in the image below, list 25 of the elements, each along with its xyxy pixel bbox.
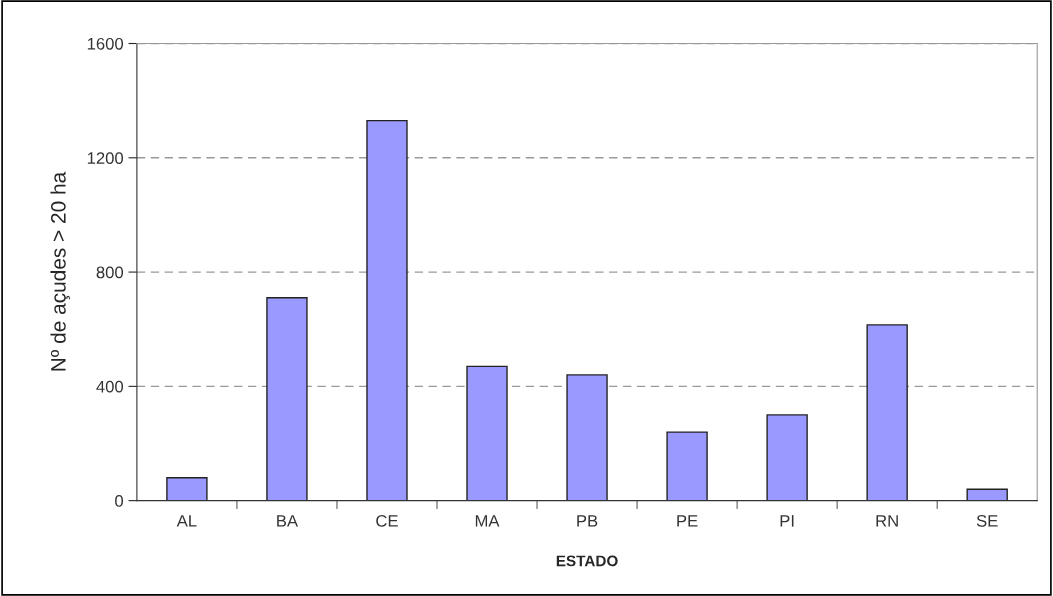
bar bbox=[266, 297, 308, 501]
bar bbox=[566, 374, 608, 501]
y-tick-label: 800 bbox=[96, 266, 124, 279]
bar bbox=[966, 488, 1008, 501]
x-tick-label: AL bbox=[176, 515, 197, 527]
y-axis-title: Nº de açudes > 20 ha bbox=[50, 171, 70, 371]
y-tick-label: 400 bbox=[96, 380, 124, 393]
x-tick-label: PB bbox=[577, 515, 598, 527]
y-tick-label: 1200 bbox=[87, 152, 124, 164]
y-tick-label: 1600 bbox=[87, 37, 124, 50]
x-tick-label: PI bbox=[780, 515, 794, 527]
x-tick-label: RN bbox=[876, 515, 898, 527]
bar bbox=[866, 324, 908, 501]
x-tick-label: PE bbox=[677, 515, 698, 527]
x-tick-label: MA bbox=[475, 515, 500, 527]
x-tick-label: SE bbox=[976, 514, 998, 527]
bar bbox=[766, 414, 808, 501]
x-axis-title: ESTADO bbox=[556, 555, 618, 567]
bar bbox=[666, 431, 708, 501]
x-tick-label: CE bbox=[376, 514, 398, 527]
bar bbox=[166, 477, 208, 501]
y-tick-label: 0 bbox=[115, 495, 124, 507]
x-tick-label: BA bbox=[277, 515, 299, 527]
bar bbox=[466, 365, 508, 501]
bar bbox=[366, 119, 408, 501]
